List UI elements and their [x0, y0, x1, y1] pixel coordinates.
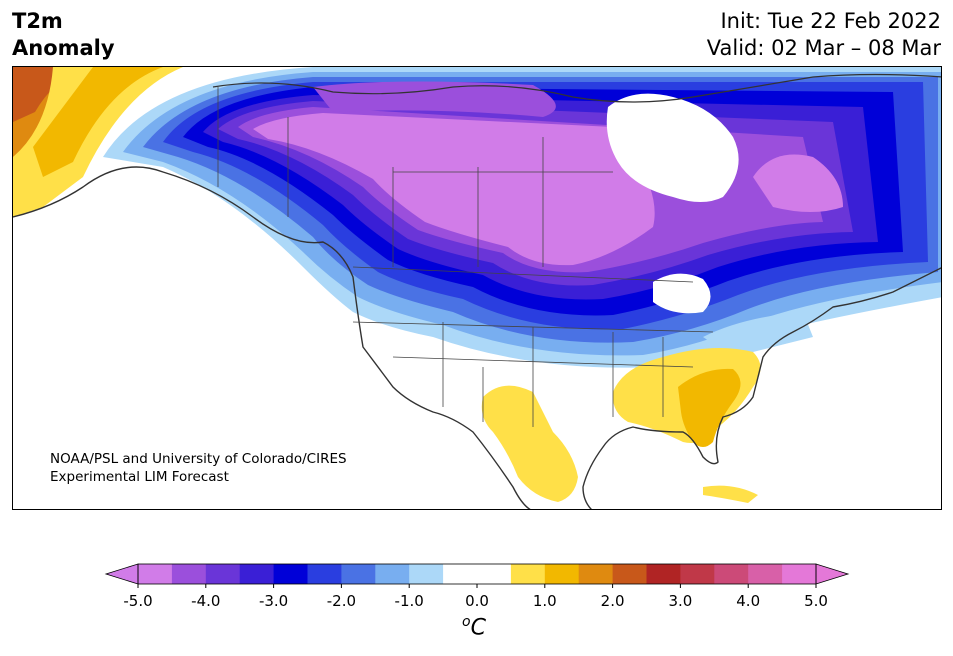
colorbar-segment [680, 564, 715, 584]
colorbar-segment [138, 564, 173, 584]
anomaly-map: NOAA/PSL and University of Colorado/CIRE… [12, 66, 942, 510]
unit-degree: o [462, 614, 471, 630]
east-cold-tail [703, 312, 813, 357]
colorbar-segment [578, 564, 614, 584]
map-canvas [13, 67, 941, 509]
colorbar-segments [138, 564, 817, 584]
colorbar-segment [748, 564, 783, 584]
colorbar-tick-label: -4.0 [191, 592, 220, 610]
colorbar-tick-label: 5.0 [804, 592, 828, 610]
valid-range: Valid: 02 Mar – 08 Mar [706, 36, 941, 60]
mexico-warm [481, 385, 578, 502]
cuba-warm [703, 485, 758, 503]
colorbar-segment [375, 564, 410, 584]
colorbar-segment [307, 564, 342, 584]
colorbar-segment [510, 564, 546, 584]
colorbar-segment [782, 564, 817, 584]
colorbar-segment [714, 564, 749, 584]
coastline-east [582, 267, 941, 509]
colorbar-unit: oC [462, 614, 486, 640]
colorbar-left-extension [104, 563, 139, 585]
alaska-warm-red [13, 67, 83, 122]
title-line-2: Anomaly [12, 36, 115, 60]
colorbar-segment [205, 564, 241, 584]
colorbar-segment [477, 564, 512, 584]
colorbar-tick-label: 0.0 [465, 592, 489, 610]
colorbar-tick-label: -2.0 [327, 592, 356, 610]
hudson-bay [606, 93, 739, 202]
title-right: Init: Tue 22 Feb 2022 Valid: 02 Mar – 08… [707, 8, 941, 62]
cold-core-north [313, 81, 556, 117]
colorbar-segment [612, 564, 647, 584]
cold-core-east [753, 154, 843, 212]
colorbar-segment [239, 564, 275, 584]
colorbar-segment [544, 564, 580, 584]
unit-base: C [470, 615, 486, 641]
cold-band-core [253, 113, 655, 266]
colorbar-segment [273, 564, 308, 584]
title-left: T2m Anomaly [12, 8, 115, 62]
colorbar-tick-label: 4.0 [736, 592, 760, 610]
colorbar-tick-label: 2.0 [601, 592, 625, 610]
coastline-north [212, 73, 941, 103]
colorbar-segment [443, 564, 478, 584]
coastline-west [13, 166, 531, 509]
colorbar-tick-label: 3.0 [668, 592, 692, 610]
colorbar-ticks: -5.0 -4.0 -3.0 -2.0 -1.0 0.0 1.0 2.0 3.0 4.0 5.0 [123, 584, 828, 610]
alaska-warm-gold [33, 67, 163, 177]
credit-line-1: NOAA/PSL and University of Colorado/CIRE… [50, 451, 347, 467]
colorbar-segment [171, 564, 207, 584]
title-line-1: T2m [12, 9, 63, 33]
credit-text: NOAA/PSL and University of Colorado/CIRE… [50, 450, 347, 486]
init-date: Init: Tue 22 Feb 2022 [720, 9, 941, 33]
southeast-warm-gold [678, 368, 741, 447]
great-lakes [653, 273, 711, 314]
colorbar-segment [646, 564, 681, 584]
political-borders [217, 87, 714, 427]
alaska-warm-yellow [13, 67, 183, 217]
colorbar-tick-label: -1.0 [395, 592, 424, 610]
colorbar-tick-label: 1.0 [533, 592, 557, 610]
colorbar-segment [409, 564, 444, 584]
colorbar: -5.0 -4.0 -3.0 -2.0 -1.0 0.0 1.0 2.0 3.0 4.0 5.0 [104, 563, 850, 610]
colorbar-tick-label: -5.0 [123, 592, 152, 610]
colorbar-segment [341, 564, 376, 584]
credit-line-2: Experimental LIM Forecast [50, 469, 229, 485]
colorbar-right-extension [815, 563, 850, 585]
colorbar-tick-label: -3.0 [259, 592, 288, 610]
